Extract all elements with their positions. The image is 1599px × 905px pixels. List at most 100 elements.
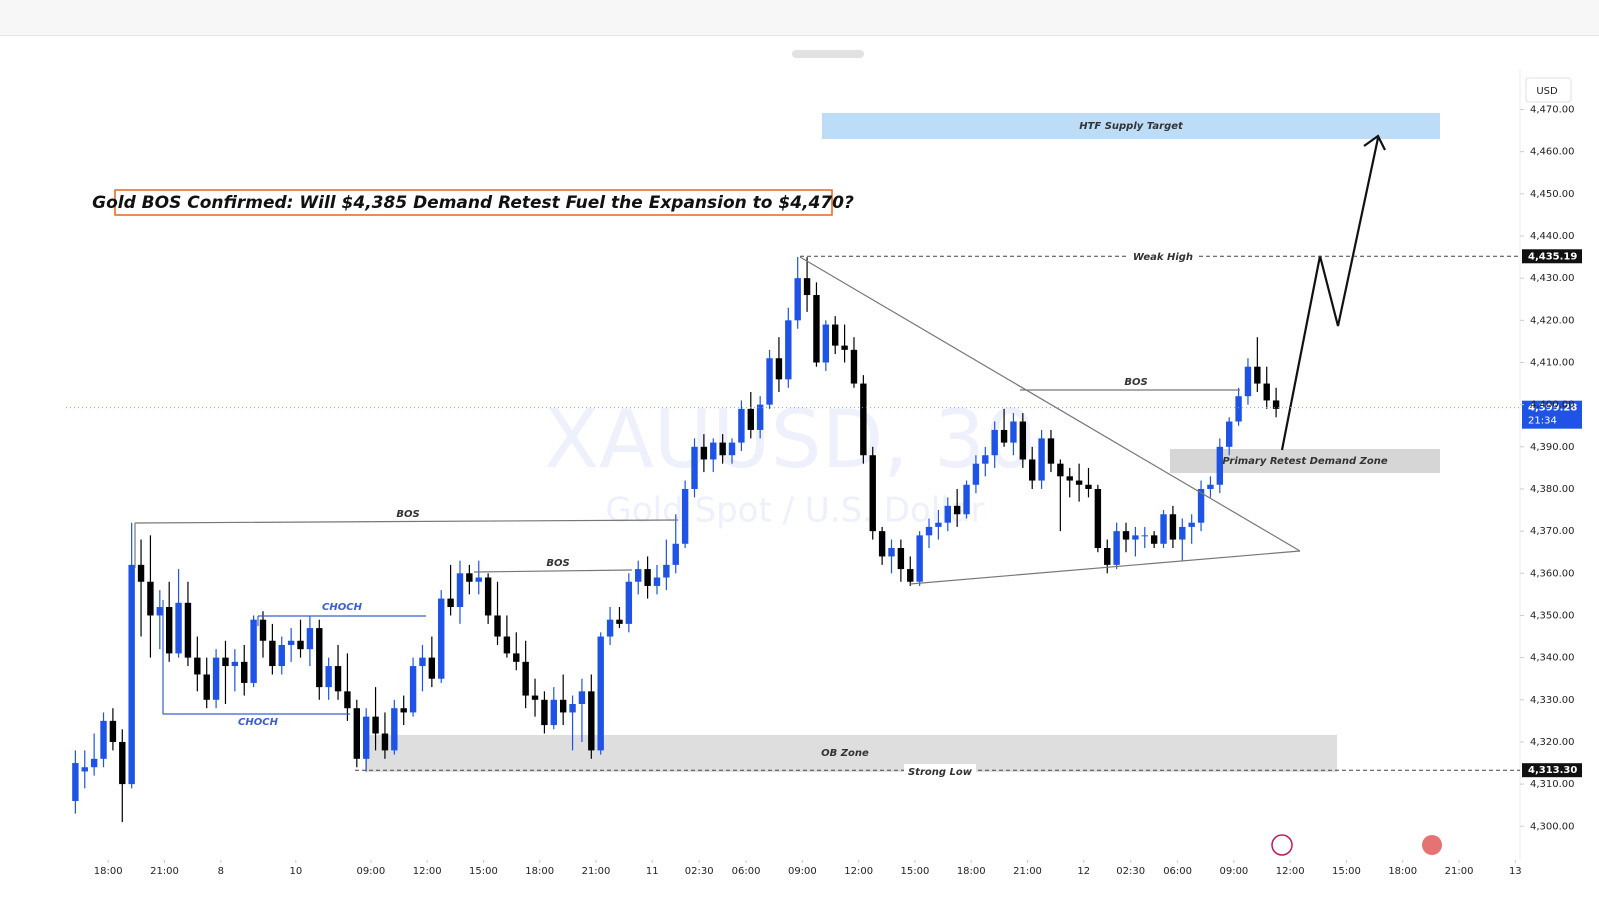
label-bg: [904, 764, 976, 780]
candle-body: [1047, 438, 1055, 464]
candle-body: [1272, 400, 1280, 409]
candle-body: [325, 666, 332, 688]
x-tick-label: 12: [1077, 866, 1090, 877]
candle-body: [306, 628, 314, 650]
candle-body: [1019, 421, 1027, 460]
candle-body: [663, 564, 670, 578]
supply-label: HTF Supply Target: [1079, 121, 1184, 132]
candle-body: [1000, 429, 1008, 443]
choch-drawings: [162, 600, 426, 715]
choch-label: CHOCH: [238, 717, 279, 728]
watermark-symbol: XAUUSD, 30: [544, 393, 1036, 486]
y-tick-label: 4,470.00: [1530, 105, 1575, 116]
candle-body: [175, 602, 182, 654]
x-tick-label: 18:00: [94, 866, 123, 877]
candle-body: [156, 607, 164, 616]
candle-body: [81, 767, 88, 772]
x-tick-label: 15:00: [1332, 866, 1361, 877]
candle-body: [1226, 421, 1233, 447]
candle-body: [710, 442, 717, 460]
candle-body: [503, 636, 511, 654]
x-tick-label: 21:00: [150, 866, 179, 877]
candle-body: [1038, 438, 1045, 481]
demand-label: Primary Retest Demand Zone: [1222, 456, 1387, 467]
y-tick-label: 4,400.00: [1530, 400, 1575, 411]
candle-body: [775, 358, 783, 380]
candle-body: [278, 644, 285, 667]
x-tick-label: 02:30: [685, 866, 714, 877]
candle-body: [691, 446, 698, 489]
candle-body: [822, 324, 830, 363]
candle-body: [391, 708, 398, 751]
candle-body: [841, 345, 848, 350]
candle-body: [372, 716, 379, 734]
y-tick-label: 4,380.00: [1530, 484, 1575, 495]
candle-body: [813, 295, 820, 363]
y-tick-label: 4,410.00: [1530, 357, 1575, 368]
candle-body: [616, 619, 623, 624]
candle-body: [850, 349, 858, 384]
candle-body: [1216, 446, 1224, 485]
candle-body: [935, 522, 942, 527]
candle-body: [756, 404, 764, 430]
candle-body: [212, 657, 220, 700]
event-icon[interactable]: [1422, 835, 1442, 855]
candle-body: [728, 442, 736, 456]
ob-label: OB Zone: [821, 748, 869, 759]
candle-body: [1207, 484, 1214, 489]
x-tick-label: 10: [289, 866, 302, 877]
candle-body: [963, 484, 970, 515]
bos-label: BOS: [546, 558, 569, 569]
strong-low-label: Strong Low: [908, 767, 973, 778]
candle-body: [1141, 535, 1148, 537]
candle-body: [672, 543, 679, 565]
bos-line: [134, 519, 679, 524]
candle-body: [400, 708, 407, 713]
candle-body: [494, 615, 501, 637]
candle-body: [137, 564, 145, 582]
currency-box[interactable]: [1525, 77, 1572, 103]
candle-body: [747, 408, 754, 430]
candle-body: [419, 657, 426, 667]
x-tick-label: 15:00: [901, 866, 930, 877]
candle-body: [559, 699, 567, 713]
x-tick-label: 21:00: [1013, 866, 1042, 877]
price-label: 4,435.19: [1528, 251, 1577, 262]
candle-body: [72, 763, 79, 801]
candle-body: [165, 607, 173, 654]
candle-body: [578, 691, 586, 704]
alert-icon[interactable]: [1271, 834, 1293, 856]
y-tick-label: 4,450.00: [1530, 189, 1575, 200]
candle-body: [925, 526, 933, 536]
chart-title: Gold BOS Confirmed: Will $4,385 Demand R…: [92, 193, 854, 213]
x-tick-label: 13: [1509, 866, 1522, 877]
weak-high-label: Weak High: [1133, 252, 1193, 263]
candle-body: [1094, 488, 1102, 548]
x-tick-label: 12:00: [413, 866, 442, 877]
x-tick-label: 18:00: [1388, 866, 1417, 877]
candle-body: [428, 657, 436, 679]
candle-body: [653, 577, 661, 586]
y-tick-label: 4,340.00: [1530, 653, 1575, 664]
candle-body: [888, 548, 895, 557]
candle-body: [1169, 514, 1177, 540]
x-tick-label: 8: [218, 866, 224, 877]
bos-label: BOS: [396, 509, 419, 520]
x-tick-label: 21:00: [1445, 866, 1474, 877]
candle-body: [409, 666, 417, 713]
candle-body: [128, 564, 135, 785]
candle-body: [860, 383, 867, 456]
y-tick-label: 4,440.00: [1530, 231, 1575, 242]
candle-body: [194, 657, 201, 675]
drag-handle[interactable]: [792, 50, 864, 58]
candle-body: [250, 619, 257, 683]
candle-body: [550, 699, 557, 726]
trend-line: [909, 550, 1301, 585]
candle-body: [475, 577, 482, 582]
y-tick-label: 4,300.00: [1530, 821, 1575, 832]
candle-body: [100, 720, 107, 759]
candle-body: [991, 429, 998, 456]
y-tick-label: 4,390.00: [1530, 442, 1575, 453]
price-label-bg: [1522, 763, 1582, 778]
candle-body: [531, 695, 539, 700]
